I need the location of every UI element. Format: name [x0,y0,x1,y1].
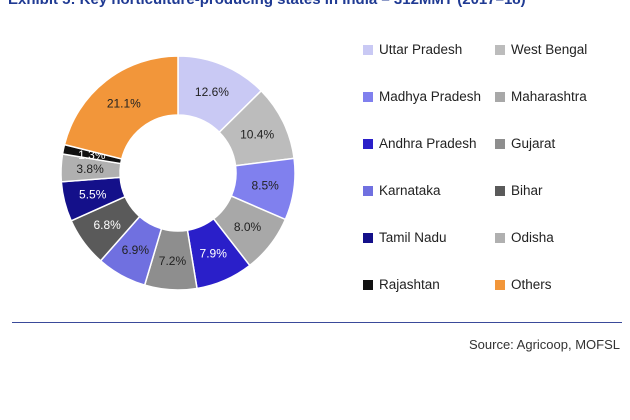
legend-item-maharashtra: Maharashtra [495,89,587,104]
slice-label-tamil-nadu: 5.5% [79,188,107,202]
slice-label-bihar: 6.8% [93,218,121,232]
slice-label-andhra-pradesh: 7.9% [200,247,228,261]
divider [12,322,622,323]
legend-item-karnataka: Karnataka [363,183,441,198]
legend-label: Rajashtan [379,277,440,292]
slice-label-maharashtra: 8.0% [234,220,262,234]
slice-label-odisha: 3.8% [76,162,104,176]
chart-legend: Uttar Pradesh West Bengal Madhya Pradesh Ma… [363,42,630,302]
legend-label: Andhra Pradesh [379,136,477,151]
legend-swatch [495,138,505,149]
legend-label: Madhya Pradesh [379,89,482,104]
legend-item-andhra-pradesh: Andhra Pradesh [363,136,477,151]
legend-label: Others [511,277,552,292]
legend-item-bihar: Bihar [495,183,543,198]
legend-swatch [495,91,505,102]
slice-label-others: 21.1% [107,97,141,111]
chart-title: Exhibit 5: Key horticulture-producing st… [8,0,630,8]
source-note: Source: Agricoop, MOFSL [468,337,620,352]
legend-item-tamil-nadu: Tamil Nadu [363,230,447,245]
legend-label: Bihar [511,183,543,198]
legend-label: Karnataka [379,183,441,198]
legend-swatch [495,279,505,290]
slice-others [63,55,179,160]
slice-label-madhya-pradesh: 8.5% [251,178,279,192]
donut-chart: 12.6% 10.4% 8.5% 8.0% 7.9% 7.2% 6.9%6.8% 5.5% 3.… [60,55,296,291]
legend-label: Gujarat [511,136,556,151]
legend-swatch [495,44,505,55]
slice-label-gujarat: 7.2% [159,254,187,268]
legend-label: Maharashtra [511,89,587,104]
legend-swatch [363,138,373,149]
legend-item-gujarat: Gujarat [495,136,555,151]
legend-swatch [495,185,505,196]
legend-swatch [363,44,373,55]
slice-label-uttar-pradesh: 12.6% [195,85,229,99]
legend-label: Odisha [511,230,554,245]
legend-label: Tamil Nadu [379,230,447,245]
legend-swatch [363,185,373,196]
legend-swatch [363,279,373,290]
legend-item-others: Others [495,277,552,292]
legend-swatch [363,232,373,243]
legend-item-uttar-pradesh: Uttar Pradesh [363,42,462,57]
legend-label: Uttar Pradesh [379,42,463,57]
legend-item-madhya-pradesh: Madhya Pradesh [363,89,481,104]
legend-item-odisha: Odisha [495,230,554,245]
legend-label: West Bengal [511,42,588,57]
slice-label-karnataka: 6.9% [122,243,150,257]
legend-item-rajashtan: Rajashtan [363,277,440,292]
slice-label-west-bengal: 10.4% [240,128,274,142]
legend-swatch [363,91,373,102]
legend-item-west-bengal: West Bengal [495,42,587,57]
legend-swatch [495,232,505,243]
